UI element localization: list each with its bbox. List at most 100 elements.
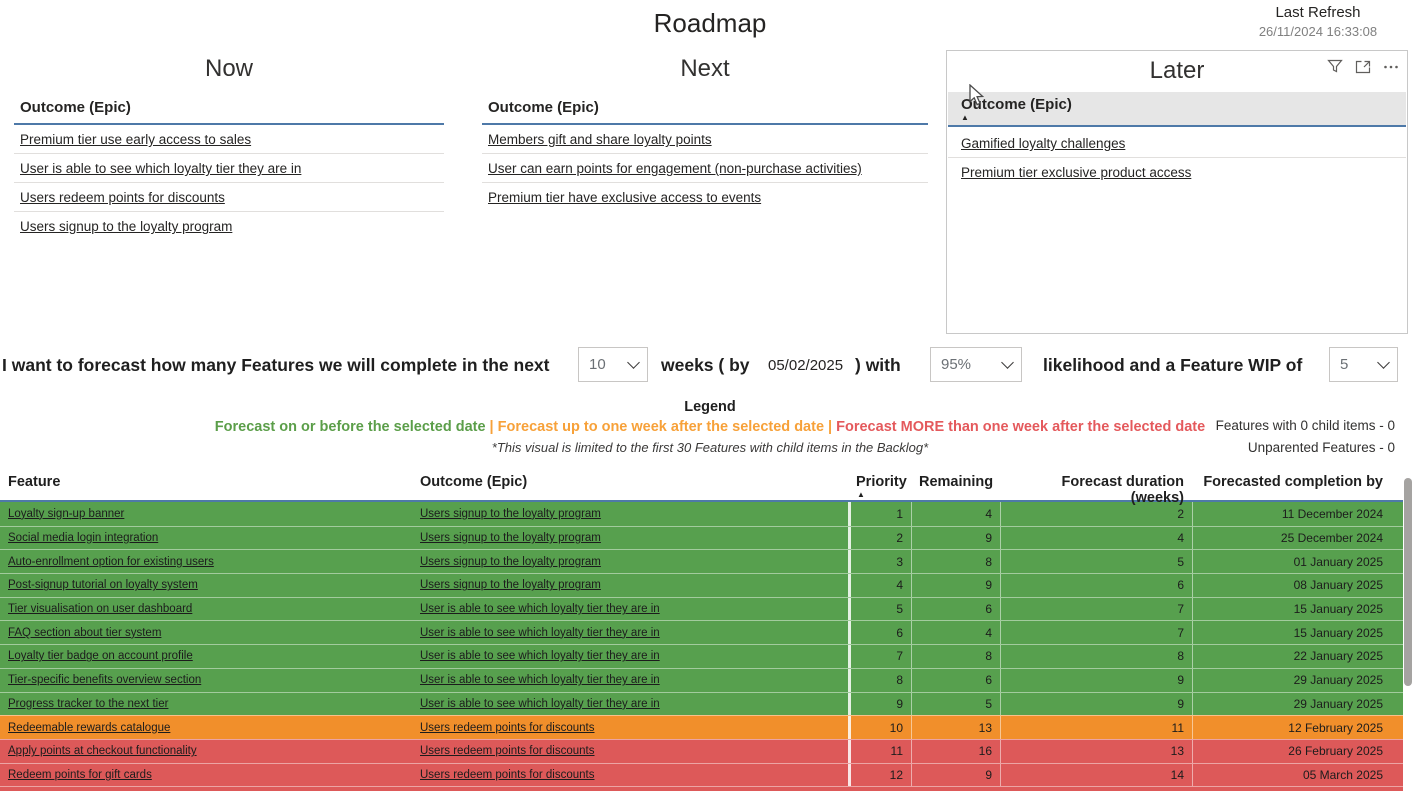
outcome-link[interactable]: User is able to see which loyalty tier t… <box>420 674 660 687</box>
column-header-completion[interactable]: Forecasted completion by <box>1203 474 1383 490</box>
remaining-cell: 9 <box>911 526 1000 550</box>
forecast-text-3: ) with <box>855 354 901 375</box>
column-header-priority[interactable]: Priority ▲ <box>848 472 911 506</box>
remaining-cell: 8 <box>911 645 1000 668</box>
remaining-cell: 8 <box>911 550 1000 574</box>
column-header-duration[interactable]: Forecast duration (weeks) <box>1061 474 1184 506</box>
outcome-link[interactable]: User is able to see which loyalty tier t… <box>420 603 660 616</box>
outcome-link[interactable]: Users signup to the loyalty program <box>420 555 601 568</box>
outcome-epic-link[interactable]: Users signup to the loyalty program <box>20 219 233 234</box>
remaining-cell: 9 <box>911 763 1000 787</box>
outcome-link[interactable]: Users signup to the loyalty program <box>420 579 601 592</box>
remaining-cell: 4 <box>911 621 1000 645</box>
feature-link[interactable]: Auto-enrollment option for existing user… <box>8 555 214 568</box>
clipped-table-row <box>0 786 1403 791</box>
panel-later-column-header[interactable]: Outcome (Epic) ▲ <box>948 92 1406 127</box>
wip-dropdown[interactable]: 5 <box>1329 347 1398 382</box>
column-header-remaining[interactable]: Remaining <box>919 474 994 490</box>
table-row: Redeemable rewards catalogue Users redeem… <box>0 715 1403 739</box>
table-header-row: Feature Outcome (Epic) Priority ▲ Remain… <box>0 472 1403 506</box>
more-options-icon[interactable] <box>1383 60 1399 74</box>
panel-later-title: Later <box>1149 57 1205 84</box>
panel-later-column-header-label: Outcome (Epic) <box>961 96 1072 113</box>
priority-cell: 1 <box>848 502 911 526</box>
priority-cell: 10 <box>848 716 911 739</box>
table-body: Loyalty sign-up banner Users signup to th… <box>0 502 1403 787</box>
outcome-epic-link[interactable]: User is able to see which loyalty tier t… <box>14 154 444 183</box>
page-title: Roadmap <box>653 8 767 38</box>
outcome-link[interactable]: Users redeem points for discounts <box>420 768 595 781</box>
forecast-text-2: weeks ( by <box>661 354 750 375</box>
table-row: Auto-enrollment option for existing user… <box>0 549 1403 574</box>
duration-cell: 6 <box>1000 574 1192 597</box>
duration-cell: 9 <box>1000 692 1192 716</box>
outcome-epic-link[interactable]: User can earn points for engagement (non… <box>482 154 928 183</box>
table-row: Loyalty tier badge on account profile Use… <box>0 644 1403 668</box>
feature-link[interactable]: Apply points at checkout functionality <box>8 745 197 758</box>
feature-link[interactable]: Redeem points for gift cards <box>8 768 152 781</box>
outcome-epic-link[interactable]: Members gift and share loyalty points <box>482 125 928 154</box>
outcome-link[interactable]: Users redeem points for discounts <box>420 721 595 734</box>
feature-link[interactable]: Post-signup tutorial on loyalty system <box>8 579 198 592</box>
weeks-dropdown[interactable]: 10 <box>578 347 648 382</box>
priority-cell: 9 <box>848 692 911 716</box>
outcome-link[interactable]: Users signup to the loyalty program <box>420 507 601 520</box>
priority-cell: 4 <box>848 574 911 597</box>
feature-link[interactable]: Tier-specific benefits overview section <box>8 674 202 687</box>
legend-title: Legend <box>684 399 736 415</box>
table-row: FAQ section about tier system User is abl… <box>0 620 1403 645</box>
feature-link[interactable]: Tier visualisation on user dashboard <box>8 603 193 616</box>
duration-cell: 5 <box>1000 550 1192 574</box>
panel-later-items: Gamified loyalty challenges Premium tier … <box>948 129 1406 186</box>
feature-link[interactable]: Progress tracker to the next tier <box>8 697 169 710</box>
outcome-link[interactable]: User is able to see which loyalty tier t… <box>420 650 660 663</box>
outcome-epic-link[interactable]: Premium tier exclusive product access <box>961 165 1192 180</box>
feature-link[interactable]: Loyalty tier badge on account profile <box>8 650 193 663</box>
duration-cell: 14 <box>1000 763 1192 787</box>
priority-cell: 3 <box>848 550 911 574</box>
priority-cell: 11 <box>848 739 911 763</box>
completion-cell: 25 December 2024 <box>1192 526 1403 550</box>
legend-item: Forecast on or before the selected date <box>214 419 486 435</box>
focus-mode-icon[interactable] <box>1355 60 1371 74</box>
outcome-link[interactable]: Users redeem points for discounts <box>420 745 595 758</box>
last-refresh-label: Last Refresh <box>1275 4 1361 21</box>
feature-link[interactable]: FAQ section about tier system <box>8 626 162 639</box>
completion-cell: 08 January 2025 <box>1192 574 1403 597</box>
forecast-sentence: I want to forecast how many Features we … <box>0 347 1420 383</box>
remaining-cell: 4 <box>911 502 1000 526</box>
panel-next-column-header[interactable]: Outcome (Epic) <box>482 91 928 125</box>
vertical-scrollbar[interactable] <box>1404 478 1412 686</box>
completion-cell: 01 January 2025 <box>1192 550 1403 574</box>
legend-item: Forecast up to one week after the select… <box>497 419 825 435</box>
table-row: Tier visualisation on user dashboard User… <box>0 596 1403 621</box>
last-refresh-value: 26/11/2024 16:33:08 <box>1258 24 1378 39</box>
outcome-epic-link[interactable]: Gamified loyalty challenges <box>948 129 1406 158</box>
remaining-cell: 9 <box>911 574 1000 597</box>
feature-link[interactable]: Social media login integration <box>8 532 159 545</box>
feature-link[interactable]: Loyalty sign-up banner <box>8 507 125 520</box>
priority-cell: 8 <box>848 668 911 692</box>
panel-now-column-header[interactable]: Outcome (Epic) <box>14 91 444 125</box>
visual-header-toolbar <box>1327 59 1399 74</box>
outcome-link[interactable]: User is able to see which loyalty tier t… <box>420 626 660 639</box>
column-header-outcome[interactable]: Outcome (Epic) <box>420 474 528 490</box>
completion-cell: 26 February 2025 <box>1192 739 1403 763</box>
outcome-epic-link[interactable]: Premium tier use early access to sales <box>14 125 444 154</box>
outcome-epic-link[interactable]: Premium tier have exclusive access to ev… <box>488 190 762 205</box>
priority-cell: 5 <box>848 597 911 621</box>
outcome-epic-link[interactable]: Users redeem points for discounts <box>14 183 444 212</box>
weeks-dropdown-value: 10 <box>589 356 606 373</box>
column-header-feature[interactable]: Feature <box>8 474 61 490</box>
likelihood-dropdown[interactable]: 95% <box>930 347 1022 382</box>
legend-separator: | <box>824 419 837 435</box>
outcome-link[interactable]: Users signup to the loyalty program <box>420 532 601 545</box>
table-row: Social media login integration Users sign… <box>0 525 1403 550</box>
table-row: Tier-specific benefits overview section U… <box>0 667 1403 692</box>
outcome-link[interactable]: User is able to see which loyalty tier t… <box>420 697 660 710</box>
duration-cell: 9 <box>1000 668 1192 692</box>
filter-icon[interactable] <box>1327 59 1343 74</box>
panel-next-title: Next <box>680 55 730 82</box>
legend-note: *This visual is limited to the first 30 … <box>491 440 929 455</box>
feature-link[interactable]: Redeemable rewards catalogue <box>8 721 171 734</box>
